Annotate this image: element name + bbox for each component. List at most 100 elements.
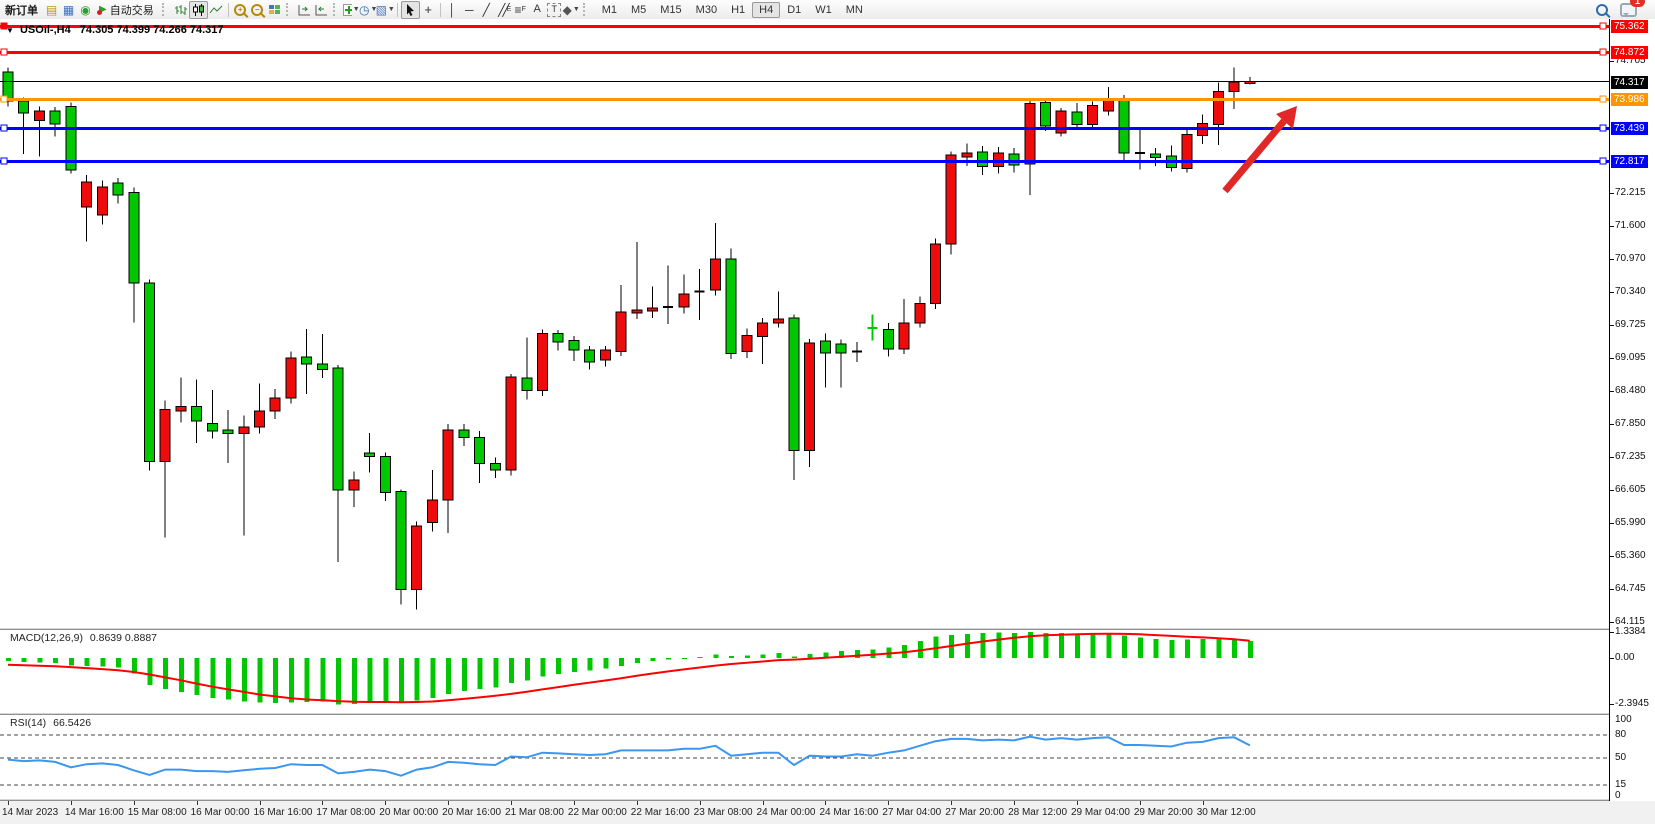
notification-badge: 1	[1630, 0, 1645, 7]
text-icon[interactable]: A	[533, 3, 541, 15]
price-tick-mark	[1610, 225, 1614, 227]
price-tick-mark	[1610, 490, 1614, 492]
price-axis-label: 69.725	[1615, 318, 1646, 330]
autotrading-button[interactable]: ▶ 自动交易	[94, 1, 159, 18]
price-tick-mark	[1610, 456, 1614, 458]
macd-tick-mark	[1610, 632, 1614, 634]
label-icon[interactable]: T	[546, 2, 563, 18]
rsi-axis-label: 0	[1615, 790, 1621, 802]
time-tick-mark	[1139, 801, 1141, 805]
zoom-out-icon[interactable]: −	[249, 2, 266, 18]
chart-ohlc-values: 74.305 74.399 74.266 74.317	[79, 24, 224, 36]
macd-tick-mark	[1610, 704, 1614, 706]
time-axis-label: 22 Mar 16:00	[630, 807, 690, 818]
timeframe-button-M1[interactable]: M1	[601, 3, 617, 16]
price-axis-label: 74.705	[1615, 55, 1646, 66]
timeframe-button-M15[interactable]: M15	[660, 3, 682, 16]
shapes-icon[interactable]: ◆ ▼	[562, 2, 580, 17]
templates-icon[interactable]: ▧ ▼	[375, 2, 395, 17]
trendline-icon[interactable]: ╱	[482, 2, 490, 17]
time-tick-mark	[196, 801, 198, 805]
line-chart-icon[interactable]	[208, 2, 225, 18]
macd-axis-label: 1.3384	[1615, 626, 1646, 638]
market-watch-icon[interactable]: ▤	[45, 2, 58, 17]
toolbar-grip	[285, 3, 292, 16]
price-tick-mark	[1610, 61, 1614, 62]
time-axis-label: 23 Mar 08:00	[693, 807, 753, 818]
time-axis-label: 29 Mar 04:00	[1070, 807, 1130, 818]
price-chart-canvas[interactable]	[0, 19, 1609, 628]
time-tick-mark	[322, 801, 324, 805]
time-axis-label: 28 Mar 12:00	[1008, 807, 1068, 818]
navigator-icon[interactable]: ◉	[80, 2, 91, 17]
horizontal-line-icon[interactable]: ─	[464, 2, 474, 17]
auto-scroll-icon[interactable]	[313, 2, 330, 18]
panel-separator	[0, 799, 1655, 802]
bar-chart-icon[interactable]	[172, 2, 189, 18]
timeframe-button-W1[interactable]: W1	[815, 3, 832, 16]
vertical-line-icon[interactable]: │	[448, 2, 456, 17]
chart-collapse-icon[interactable]: ▼	[6, 26, 14, 35]
cursor-icon[interactable]	[400, 0, 420, 19]
time-tick-mark	[8, 801, 9, 805]
rsi-axis-label: 50	[1615, 752, 1627, 764]
time-axis-label: 17 Mar 08:00	[316, 807, 376, 818]
zoom-in-icon[interactable]: +	[232, 2, 249, 18]
shift-chart-icon[interactable]	[296, 2, 313, 18]
timeframe-button-M30[interactable]: M30	[695, 3, 718, 16]
chat-icon[interactable]: 1	[1620, 0, 1645, 18]
price-axis-label: 71.600	[1615, 219, 1646, 231]
price-tick-mark	[1610, 588, 1614, 590]
new-order-button[interactable]: 新订单	[0, 1, 43, 18]
tile-windows-icon[interactable]	[266, 2, 283, 18]
candlestick-chart-icon[interactable]	[188, 0, 208, 19]
rsi-panel-canvas[interactable]	[0, 715, 1609, 799]
timeframe-button-MN[interactable]: MN	[845, 3, 863, 16]
rsi-title: RSI(14)	[10, 717, 47, 729]
price-tick-mark	[1610, 390, 1614, 392]
toolbar: 新订单 ▤ ▦ ◉ ▶ 自动交易 + − ▼ ◷ ▼ ▧ ▼	[0, 0, 1655, 20]
timeframe-button-M5[interactable]: M5	[630, 3, 647, 16]
toolbar-separator	[396, 2, 398, 17]
time-tick-mark	[1202, 801, 1204, 805]
search-icon[interactable]	[1593, 2, 1610, 18]
timeframe-button-H1[interactable]: H1	[731, 3, 746, 16]
price-axis-label: 69.095	[1615, 352, 1646, 364]
panel-separator[interactable]	[0, 713, 1655, 716]
price-axis[interactable]: 74.705 72.215 71.600 70.970 70.340 69.725 69.0…	[1610, 19, 1655, 801]
macd-axis-label: 0.00	[1615, 652, 1635, 663]
add-indicator-icon[interactable]: ▼	[342, 2, 360, 18]
rsi-current-value: 66.5426	[53, 717, 92, 729]
time-axis-label: 22 Mar 00:00	[567, 807, 627, 818]
time-tick-mark	[636, 801, 638, 805]
data-window-icon[interactable]: ▦	[62, 2, 75, 17]
rsi-axis-label: 15	[1615, 778, 1627, 790]
time-axis-label: 16 Mar 00:00	[190, 807, 250, 818]
macd-panel-canvas[interactable]	[0, 630, 1609, 713]
panel-separator[interactable]	[0, 628, 1655, 631]
time-tick-mark	[385, 801, 387, 805]
timeframe-button-D1[interactable]: D1	[787, 3, 802, 16]
channel-icon[interactable]: ╱╱ E	[498, 2, 511, 17]
time-tick-mark	[951, 801, 953, 805]
rsi-axis-label: 100	[1615, 713, 1632, 725]
time-tick-mark	[762, 801, 764, 805]
current-price-label: 74.317	[1611, 75, 1648, 89]
macd-axis-label: -2.3945	[1615, 698, 1649, 710]
periods-icon[interactable]: ◷ ▼	[359, 2, 378, 17]
autotrading-label: 自动交易	[109, 4, 154, 17]
price-tick-mark	[1610, 292, 1614, 294]
fibonacci-icon[interactable]: ≡ F	[514, 2, 526, 17]
time-tick-mark	[825, 801, 827, 805]
price-axis-label: 72.215	[1615, 186, 1646, 198]
timeframe-button-H4[interactable]: H4	[752, 1, 781, 18]
time-axis-label: 14 Mar 16:00	[64, 807, 124, 818]
toolbar-separator	[439, 2, 441, 17]
trend-arrow	[1222, 106, 1297, 194]
crosshair-icon[interactable]: +	[424, 2, 432, 17]
time-axis-label: 21 Mar 08:00	[505, 807, 564, 818]
price-axis-label: 67.235	[1615, 450, 1646, 462]
time-tick-mark	[699, 801, 701, 805]
time-axis[interactable]: 14 Mar 2023 14 Mar 16:00 15 Mar 08:00 16 Ma…	[0, 801, 1655, 824]
